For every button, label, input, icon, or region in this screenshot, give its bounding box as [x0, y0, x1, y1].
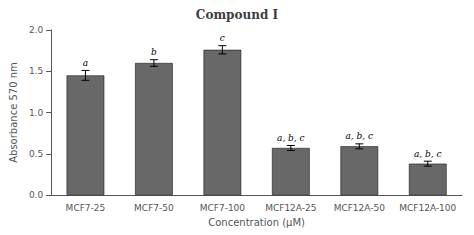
svg-text:MCF12A-50: MCF12A-50	[334, 203, 386, 213]
svg-text:2.0: 2.0	[29, 25, 44, 35]
svg-text:1.0: 1.0	[29, 108, 44, 118]
svg-text:Compound I: Compound I	[196, 8, 279, 22]
svg-text:0.5: 0.5	[29, 149, 43, 159]
svg-text:c: c	[220, 33, 225, 43]
svg-text:MCF7-25: MCF7-25	[66, 203, 106, 213]
svg-text:a, b, c: a, b, c	[277, 133, 305, 143]
svg-text:a: a	[83, 58, 88, 68]
svg-text:a, b, c: a, b, c	[414, 149, 442, 159]
svg-text:MCF12A-25: MCF12A-25	[265, 203, 316, 213]
svg-text:Concentration (μM): Concentration (μM)	[208, 217, 305, 228]
svg-text:a, b, c: a, b, c	[345, 131, 373, 141]
svg-text:MCF7-100: MCF7-100	[200, 203, 246, 213]
svg-text:0.0: 0.0	[29, 190, 44, 200]
svg-text:1.5: 1.5	[29, 66, 43, 76]
svg-text:Absorbance 570 nm: Absorbance 570 nm	[8, 62, 19, 163]
svg-text:MCF12A-100: MCF12A-100	[399, 203, 456, 213]
svg-text:MCF7-50: MCF7-50	[134, 203, 174, 213]
svg-text:b: b	[151, 47, 157, 57]
